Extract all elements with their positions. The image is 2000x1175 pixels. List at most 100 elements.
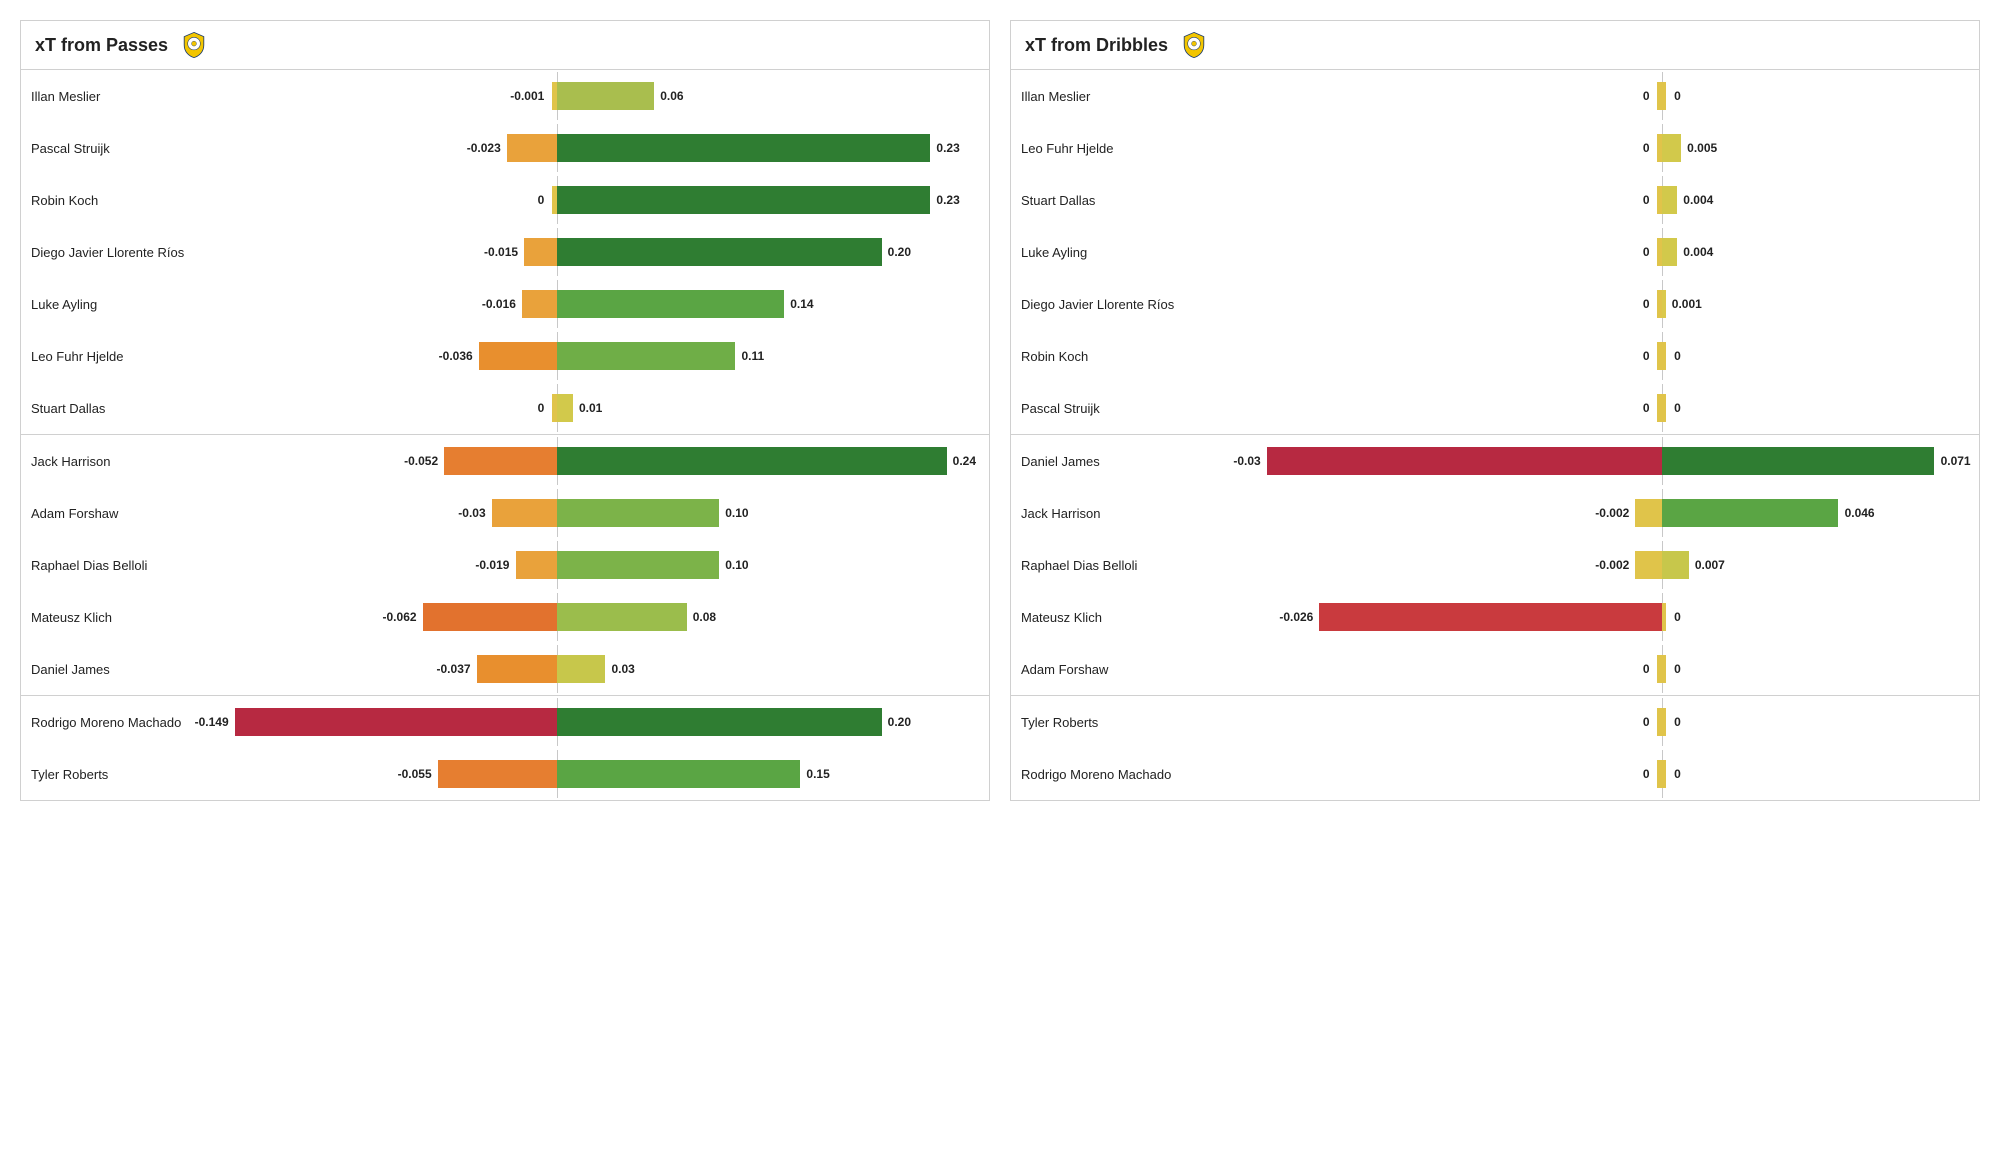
positive-bar (1662, 238, 1677, 266)
positive-bar (1662, 760, 1667, 788)
player-group: Illan Meslier 0 0 Leo Fuhr Hjelde 0 0.00… (1011, 70, 1979, 435)
bar-area: -0.001 0.06 (211, 78, 979, 114)
bar-area: 0 0 (1201, 390, 1969, 426)
negative-value-label: -0.001 (510, 89, 544, 103)
bar-area: -0.036 0.11 (211, 338, 979, 374)
positive-bar (1662, 290, 1666, 318)
player-name: Stuart Dallas (1021, 193, 1201, 208)
positive-bar (1662, 186, 1677, 214)
player-row: Diego Javier Llorente Ríos 0 0.001 (1011, 278, 1979, 330)
positive-value-label: 0 (1674, 662, 1681, 676)
negative-value-label: -0.149 (195, 715, 229, 729)
bar-area: -0.002 0.046 (1201, 495, 1969, 531)
player-group: Tyler Roberts 0 0 Rodrigo Moreno Machado… (1011, 696, 1979, 800)
positive-value-label: 0.046 (1845, 506, 1875, 520)
positive-value-label: 0.08 (693, 610, 716, 624)
bar-area: -0.023 0.23 (211, 130, 979, 166)
player-name: Luke Ayling (31, 297, 211, 312)
panel-title: xT from Passes (35, 35, 168, 56)
negative-value-label: 0 (1643, 193, 1650, 207)
player-row: Adam Forshaw 0 0 (1011, 643, 1979, 695)
positive-bar (1662, 499, 1839, 527)
bar-area: 0 0.004 (1201, 234, 1969, 270)
bar-area: -0.03 0.10 (211, 495, 979, 531)
bar-area: -0.03 0.071 (1201, 443, 1969, 479)
bar-area: -0.037 0.03 (211, 651, 979, 687)
positive-bar (1662, 551, 1689, 579)
player-group: Jack Harrison -0.052 0.24 Adam Forshaw -… (21, 435, 989, 696)
negative-value-label: 0 (538, 193, 545, 207)
negative-value-label: 0 (1643, 89, 1650, 103)
negative-bar (479, 342, 557, 370)
player-row: Robin Koch 0 0.23 (21, 174, 989, 226)
bar-area: 0 0 (1201, 651, 1969, 687)
negative-bar (1635, 551, 1661, 579)
negative-value-label: -0.023 (467, 141, 501, 155)
player-row: Rodrigo Moreno Machado -0.149 0.20 (21, 696, 989, 748)
player-name: Tyler Roberts (1021, 715, 1201, 730)
player-row: Mateusz Klich -0.062 0.08 (21, 591, 989, 643)
player-row: Pascal Struijk -0.023 0.23 (21, 122, 989, 174)
player-row: Mateusz Klich -0.026 0 (1011, 591, 1979, 643)
charts-container: xT from Passes Illan Meslier -0.001 0.06… (20, 20, 1980, 801)
bar-area: 0 0 (1201, 78, 1969, 114)
player-row: Leo Fuhr Hjelde 0 0.005 (1011, 122, 1979, 174)
player-name: Adam Forshaw (31, 506, 211, 521)
player-name: Leo Fuhr Hjelde (31, 349, 211, 364)
positive-bar (1662, 82, 1667, 110)
positive-value-label: 0.10 (725, 506, 748, 520)
bar-area: -0.016 0.14 (211, 286, 979, 322)
negative-value-label: -0.037 (437, 662, 471, 676)
positive-bar (557, 342, 736, 370)
bar-area: -0.019 0.10 (211, 547, 979, 583)
positive-bar (557, 499, 719, 527)
positive-value-label: 0.03 (611, 662, 634, 676)
positive-bar (557, 134, 931, 162)
bar-area: -0.015 0.20 (211, 234, 979, 270)
positive-bar (557, 708, 882, 736)
bar-area: -0.055 0.15 (211, 756, 979, 792)
negative-value-label: 0 (1643, 767, 1650, 781)
player-row: Illan Meslier 0 0 (1011, 70, 1979, 122)
negative-bar (423, 603, 557, 631)
player-name: Luke Ayling (1021, 245, 1201, 260)
positive-bar (1662, 447, 1935, 475)
team-badge-icon (1180, 31, 1208, 59)
player-row: Illan Meslier -0.001 0.06 (21, 70, 989, 122)
player-row: Leo Fuhr Hjelde -0.036 0.11 (21, 330, 989, 382)
negative-value-label: 0 (1643, 297, 1650, 311)
player-name: Daniel James (31, 662, 211, 677)
negative-bar (438, 760, 557, 788)
positive-value-label: 0.10 (725, 558, 748, 572)
player-row: Diego Javier Llorente Ríos -0.015 0.20 (21, 226, 989, 278)
negative-bar (1319, 603, 1661, 631)
player-name: Diego Javier Llorente Ríos (31, 245, 211, 260)
positive-bar (1662, 708, 1667, 736)
negative-bar (444, 447, 556, 475)
bar-area: -0.149 0.20 (211, 704, 979, 740)
player-name: Robin Koch (1021, 349, 1201, 364)
negative-bar (235, 708, 557, 736)
negative-value-label: -0.052 (404, 454, 438, 468)
positive-bar (1662, 342, 1667, 370)
player-name: Rodrigo Moreno Machado (31, 715, 211, 730)
negative-value-label: -0.015 (484, 245, 518, 259)
positive-bar (557, 290, 784, 318)
player-name: Diego Javier Llorente Ríos (1021, 297, 1201, 312)
negative-bar (524, 238, 556, 266)
player-name: Jack Harrison (1021, 506, 1201, 521)
positive-value-label: 0.004 (1683, 245, 1713, 259)
positive-value-label: 0.071 (1941, 454, 1971, 468)
positive-value-label: 0.20 (888, 245, 911, 259)
negative-bar (516, 551, 557, 579)
positive-bar (557, 603, 687, 631)
positive-bar (557, 186, 931, 214)
positive-value-label: 0.007 (1695, 558, 1725, 572)
player-name: Mateusz Klich (1021, 610, 1201, 625)
player-row: Tyler Roberts 0 0 (1011, 696, 1979, 748)
player-row: Jack Harrison -0.002 0.046 (1011, 487, 1979, 539)
negative-value-label: 0 (1643, 662, 1650, 676)
player-name: Tyler Roberts (31, 767, 211, 782)
panel-header: xT from Passes (21, 21, 989, 70)
positive-value-label: 0.14 (790, 297, 813, 311)
